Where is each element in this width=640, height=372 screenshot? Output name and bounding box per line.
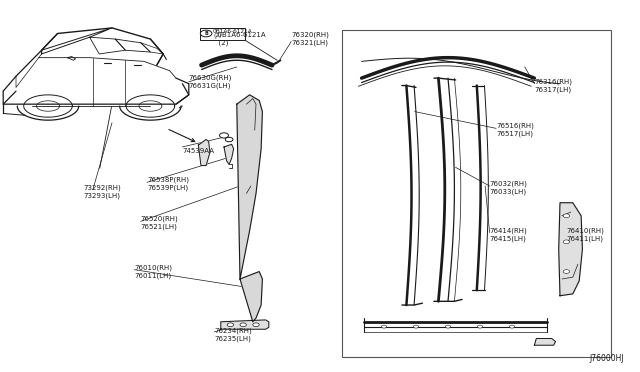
Text: 76414(RH)
76415(LH): 76414(RH) 76415(LH) — [490, 227, 527, 241]
Text: 74539AA: 74539AA — [182, 148, 214, 154]
Polygon shape — [237, 95, 262, 279]
Polygon shape — [534, 339, 556, 345]
Polygon shape — [221, 320, 269, 329]
Text: J76000HJ: J76000HJ — [589, 354, 624, 363]
Text: 76320(RH)
76321(LH): 76320(RH) 76321(LH) — [291, 32, 329, 46]
Circle shape — [200, 30, 212, 37]
Text: 73292(RH)
73293(LH): 73292(RH) 73293(LH) — [83, 185, 121, 199]
Text: 76630G(RH)
76631G(LH): 76630G(RH) 76631G(LH) — [189, 75, 232, 89]
Circle shape — [563, 270, 570, 273]
Circle shape — [381, 325, 387, 328]
Bar — [342, 30, 611, 357]
Text: B: B — [204, 31, 208, 36]
Text: 76316(RH)
76317(LH): 76316(RH) 76317(LH) — [534, 78, 572, 93]
Circle shape — [445, 325, 451, 328]
Text: 76410(RH)
76411(LH): 76410(RH) 76411(LH) — [566, 227, 604, 241]
Polygon shape — [224, 144, 234, 164]
Circle shape — [225, 137, 233, 142]
Text: 76516(RH)
76517(LH): 76516(RH) 76517(LH) — [496, 123, 534, 137]
Circle shape — [220, 133, 228, 138]
Text: 76010(RH)
76011(LH): 76010(RH) 76011(LH) — [134, 264, 172, 279]
Polygon shape — [198, 140, 210, 166]
Text: 76032(RH)
76033(LH): 76032(RH) 76033(LH) — [490, 181, 527, 195]
Circle shape — [477, 325, 483, 328]
Circle shape — [240, 323, 246, 327]
Circle shape — [563, 214, 570, 218]
Text: 76234(RH)
76235(LH): 76234(RH) 76235(LH) — [214, 328, 252, 342]
Text: 76538P(RH)
76539P(LH): 76538P(RH) 76539P(LH) — [147, 177, 189, 191]
Text: 0B1A6-6121A: 0B1A6-6121A — [213, 29, 253, 34]
Text: 76520(RH)
76521(LH): 76520(RH) 76521(LH) — [141, 216, 179, 230]
Circle shape — [563, 240, 570, 244]
Circle shape — [227, 323, 234, 327]
Polygon shape — [559, 203, 582, 296]
FancyBboxPatch shape — [200, 28, 245, 40]
Circle shape — [413, 325, 419, 328]
Text: (2): (2) — [213, 33, 221, 38]
Text: ¸0B1A6-6121A
  (2): ¸0B1A6-6121A (2) — [214, 32, 266, 46]
Polygon shape — [240, 272, 262, 322]
Circle shape — [509, 325, 515, 328]
Circle shape — [253, 323, 259, 327]
